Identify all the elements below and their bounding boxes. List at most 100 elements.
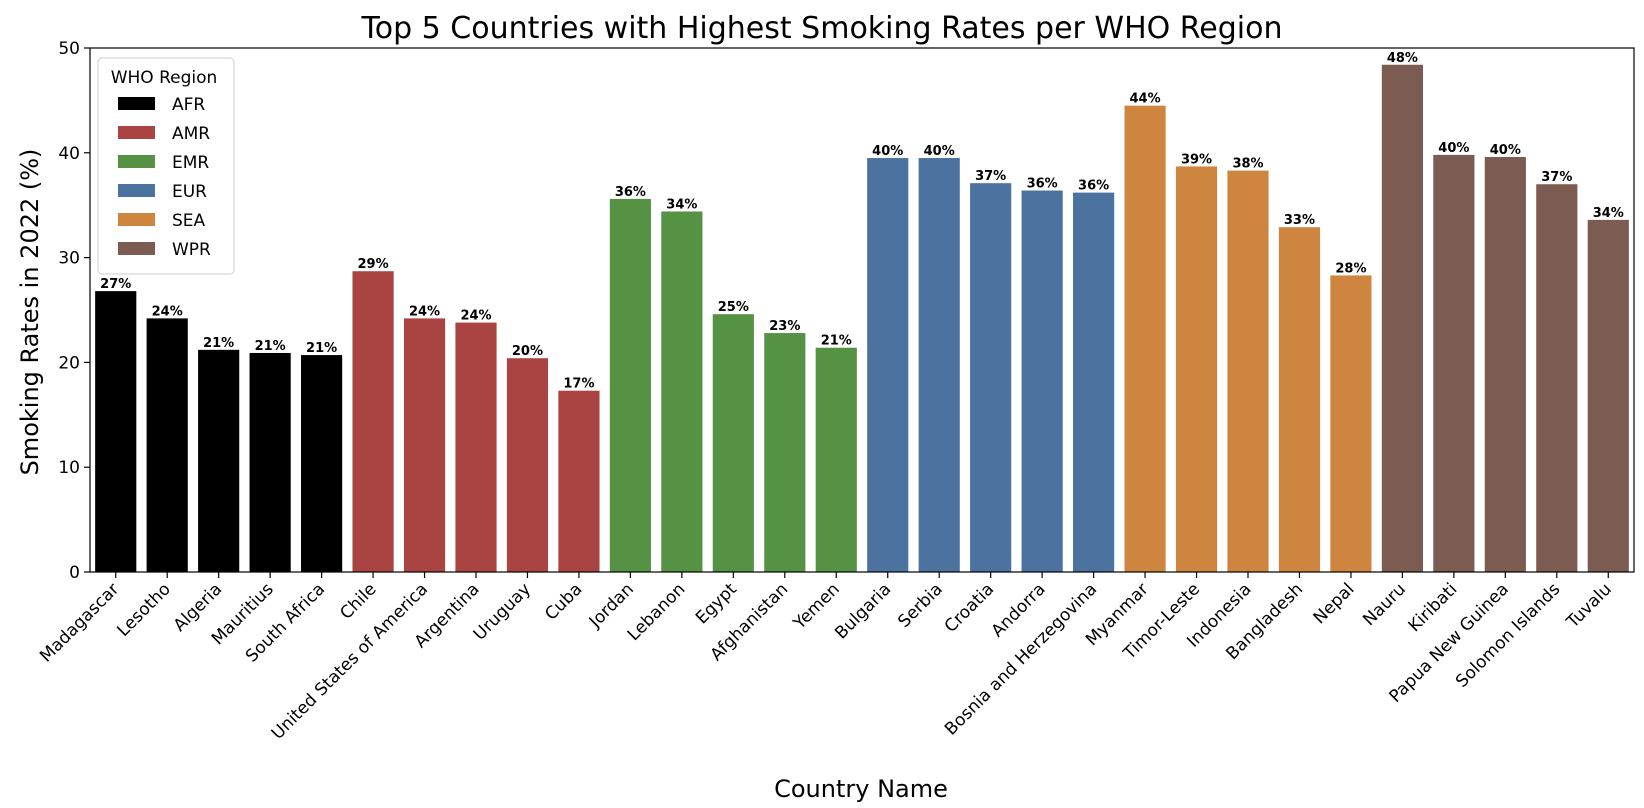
y-tick-label: 20 bbox=[58, 353, 80, 373]
bar-value-label: 17% bbox=[563, 377, 594, 392]
bar bbox=[146, 318, 188, 572]
legend-entry-label: EMR bbox=[172, 153, 209, 173]
y-tick-label: 50 bbox=[58, 39, 80, 59]
legend-entry-label: SEA bbox=[172, 211, 206, 231]
chart-title: Top 5 Countries with Highest Smoking Rat… bbox=[360, 11, 1282, 46]
bar-value-label: 29% bbox=[358, 257, 389, 272]
x-tick-label: Tuvalu bbox=[1562, 579, 1615, 632]
bar bbox=[609, 198, 651, 573]
bar-value-label: 40% bbox=[872, 144, 903, 159]
bar bbox=[918, 158, 960, 573]
x-tick-label: Serbia bbox=[894, 579, 946, 631]
bar bbox=[403, 318, 446, 572]
bar bbox=[558, 390, 600, 572]
legend-swatch bbox=[118, 126, 155, 139]
bar bbox=[764, 333, 806, 572]
bar bbox=[1587, 219, 1629, 572]
legend-swatch bbox=[118, 213, 155, 226]
legend-entry-label: AFR bbox=[172, 95, 205, 115]
bar bbox=[1124, 105, 1166, 572]
plot-frame bbox=[89, 47, 1635, 573]
x-tick-label: Bulgaria bbox=[831, 579, 895, 643]
y-tick-label: 40 bbox=[58, 144, 80, 164]
legend-swatch bbox=[118, 97, 155, 110]
bar bbox=[1381, 64, 1423, 572]
y-tick-label: 10 bbox=[58, 458, 80, 478]
legend-swatch bbox=[118, 184, 155, 197]
bar bbox=[712, 314, 754, 572]
bar-value-label: 24% bbox=[152, 304, 183, 319]
bar bbox=[1227, 170, 1269, 572]
bar-value-label: 39% bbox=[1181, 152, 1212, 167]
bar bbox=[249, 352, 291, 572]
bar bbox=[1484, 156, 1526, 572]
bar-value-label: 44% bbox=[1130, 92, 1161, 107]
bar-labels-group: 27% 24% 21% 21% 21% 29% 24% 24% 20% 17% 36% 34% 25% 2… bbox=[100, 51, 1624, 392]
x-tick-label: Lesotho bbox=[113, 579, 174, 640]
bar-value-label: 48% bbox=[1387, 51, 1418, 66]
x-tick-label: Nauru bbox=[1359, 579, 1410, 630]
bar-value-label: 36% bbox=[1027, 177, 1058, 192]
bar-value-label: 40% bbox=[1438, 141, 1469, 156]
bar-value-label: 38% bbox=[1232, 157, 1263, 172]
legend-swatch bbox=[118, 242, 155, 255]
bar-value-label: 24% bbox=[460, 309, 491, 324]
x-axis-label: Country Name bbox=[774, 775, 948, 803]
bar-value-label: 34% bbox=[666, 197, 697, 212]
legend-title: WHO Region bbox=[111, 68, 218, 88]
legend-entry-label: AMR bbox=[172, 124, 210, 144]
x-tick-label: Nepal bbox=[1310, 579, 1359, 628]
legend-entry-label: EUR bbox=[172, 182, 207, 202]
bar bbox=[1536, 184, 1578, 573]
y-tick-label: 30 bbox=[58, 249, 80, 269]
bar-value-label: 25% bbox=[718, 300, 749, 315]
legend-items: AFR AMR EMR EUR SEA WPR bbox=[118, 95, 211, 260]
bar-value-label: 36% bbox=[615, 185, 646, 200]
x-tick-label: Chile bbox=[336, 579, 380, 623]
bar bbox=[1278, 227, 1321, 572]
bar bbox=[867, 158, 909, 573]
bar-value-label: 36% bbox=[1078, 179, 1109, 194]
bar bbox=[1433, 154, 1475, 572]
bar-value-label: 27% bbox=[100, 277, 131, 292]
y-axis-label: Smoking Rates in 2022 (%) bbox=[16, 149, 44, 476]
bar-value-label: 21% bbox=[306, 341, 337, 356]
bar bbox=[455, 322, 497, 572]
bar bbox=[95, 291, 137, 572]
x-tick-label: Madagascar bbox=[36, 579, 123, 666]
bar-value-label: 33% bbox=[1284, 213, 1315, 228]
legend-entry-label: WPR bbox=[172, 240, 211, 260]
bar bbox=[1175, 166, 1218, 572]
bar-value-label: 21% bbox=[255, 339, 286, 354]
bar bbox=[661, 211, 703, 572]
bar-value-label: 20% bbox=[512, 344, 543, 359]
x-tick-label: Egypt bbox=[692, 579, 741, 628]
bar bbox=[1330, 275, 1372, 572]
legend-swatch bbox=[118, 155, 155, 168]
bar-value-label: 37% bbox=[1541, 170, 1572, 185]
x-tick-label: Cuba bbox=[541, 579, 586, 624]
bar bbox=[1021, 190, 1063, 572]
bar bbox=[352, 271, 394, 572]
bar-value-label: 21% bbox=[203, 336, 234, 351]
bar-value-label: 37% bbox=[975, 169, 1006, 184]
bar-value-label: 40% bbox=[924, 144, 955, 159]
bar bbox=[506, 358, 549, 572]
bar-value-label: 24% bbox=[409, 304, 440, 319]
bar-value-label: 21% bbox=[821, 334, 852, 349]
bar bbox=[1073, 192, 1115, 572]
bar bbox=[198, 349, 240, 572]
bar bbox=[301, 355, 343, 572]
bars-group bbox=[95, 64, 1629, 573]
y-axis: 0 10 20 30 40 50 bbox=[58, 39, 90, 583]
legend: WHO Region AFR AMR EMR EUR SEA WPR bbox=[97, 57, 235, 275]
bar-value-label: 28% bbox=[1335, 261, 1366, 276]
bar bbox=[815, 347, 857, 572]
bar-value-label: 23% bbox=[769, 319, 800, 334]
x-tick-label: Uruguay bbox=[470, 579, 535, 644]
bar-value-label: 40% bbox=[1490, 143, 1521, 158]
bar-value-label: 34% bbox=[1593, 206, 1624, 221]
bar bbox=[970, 183, 1012, 572]
